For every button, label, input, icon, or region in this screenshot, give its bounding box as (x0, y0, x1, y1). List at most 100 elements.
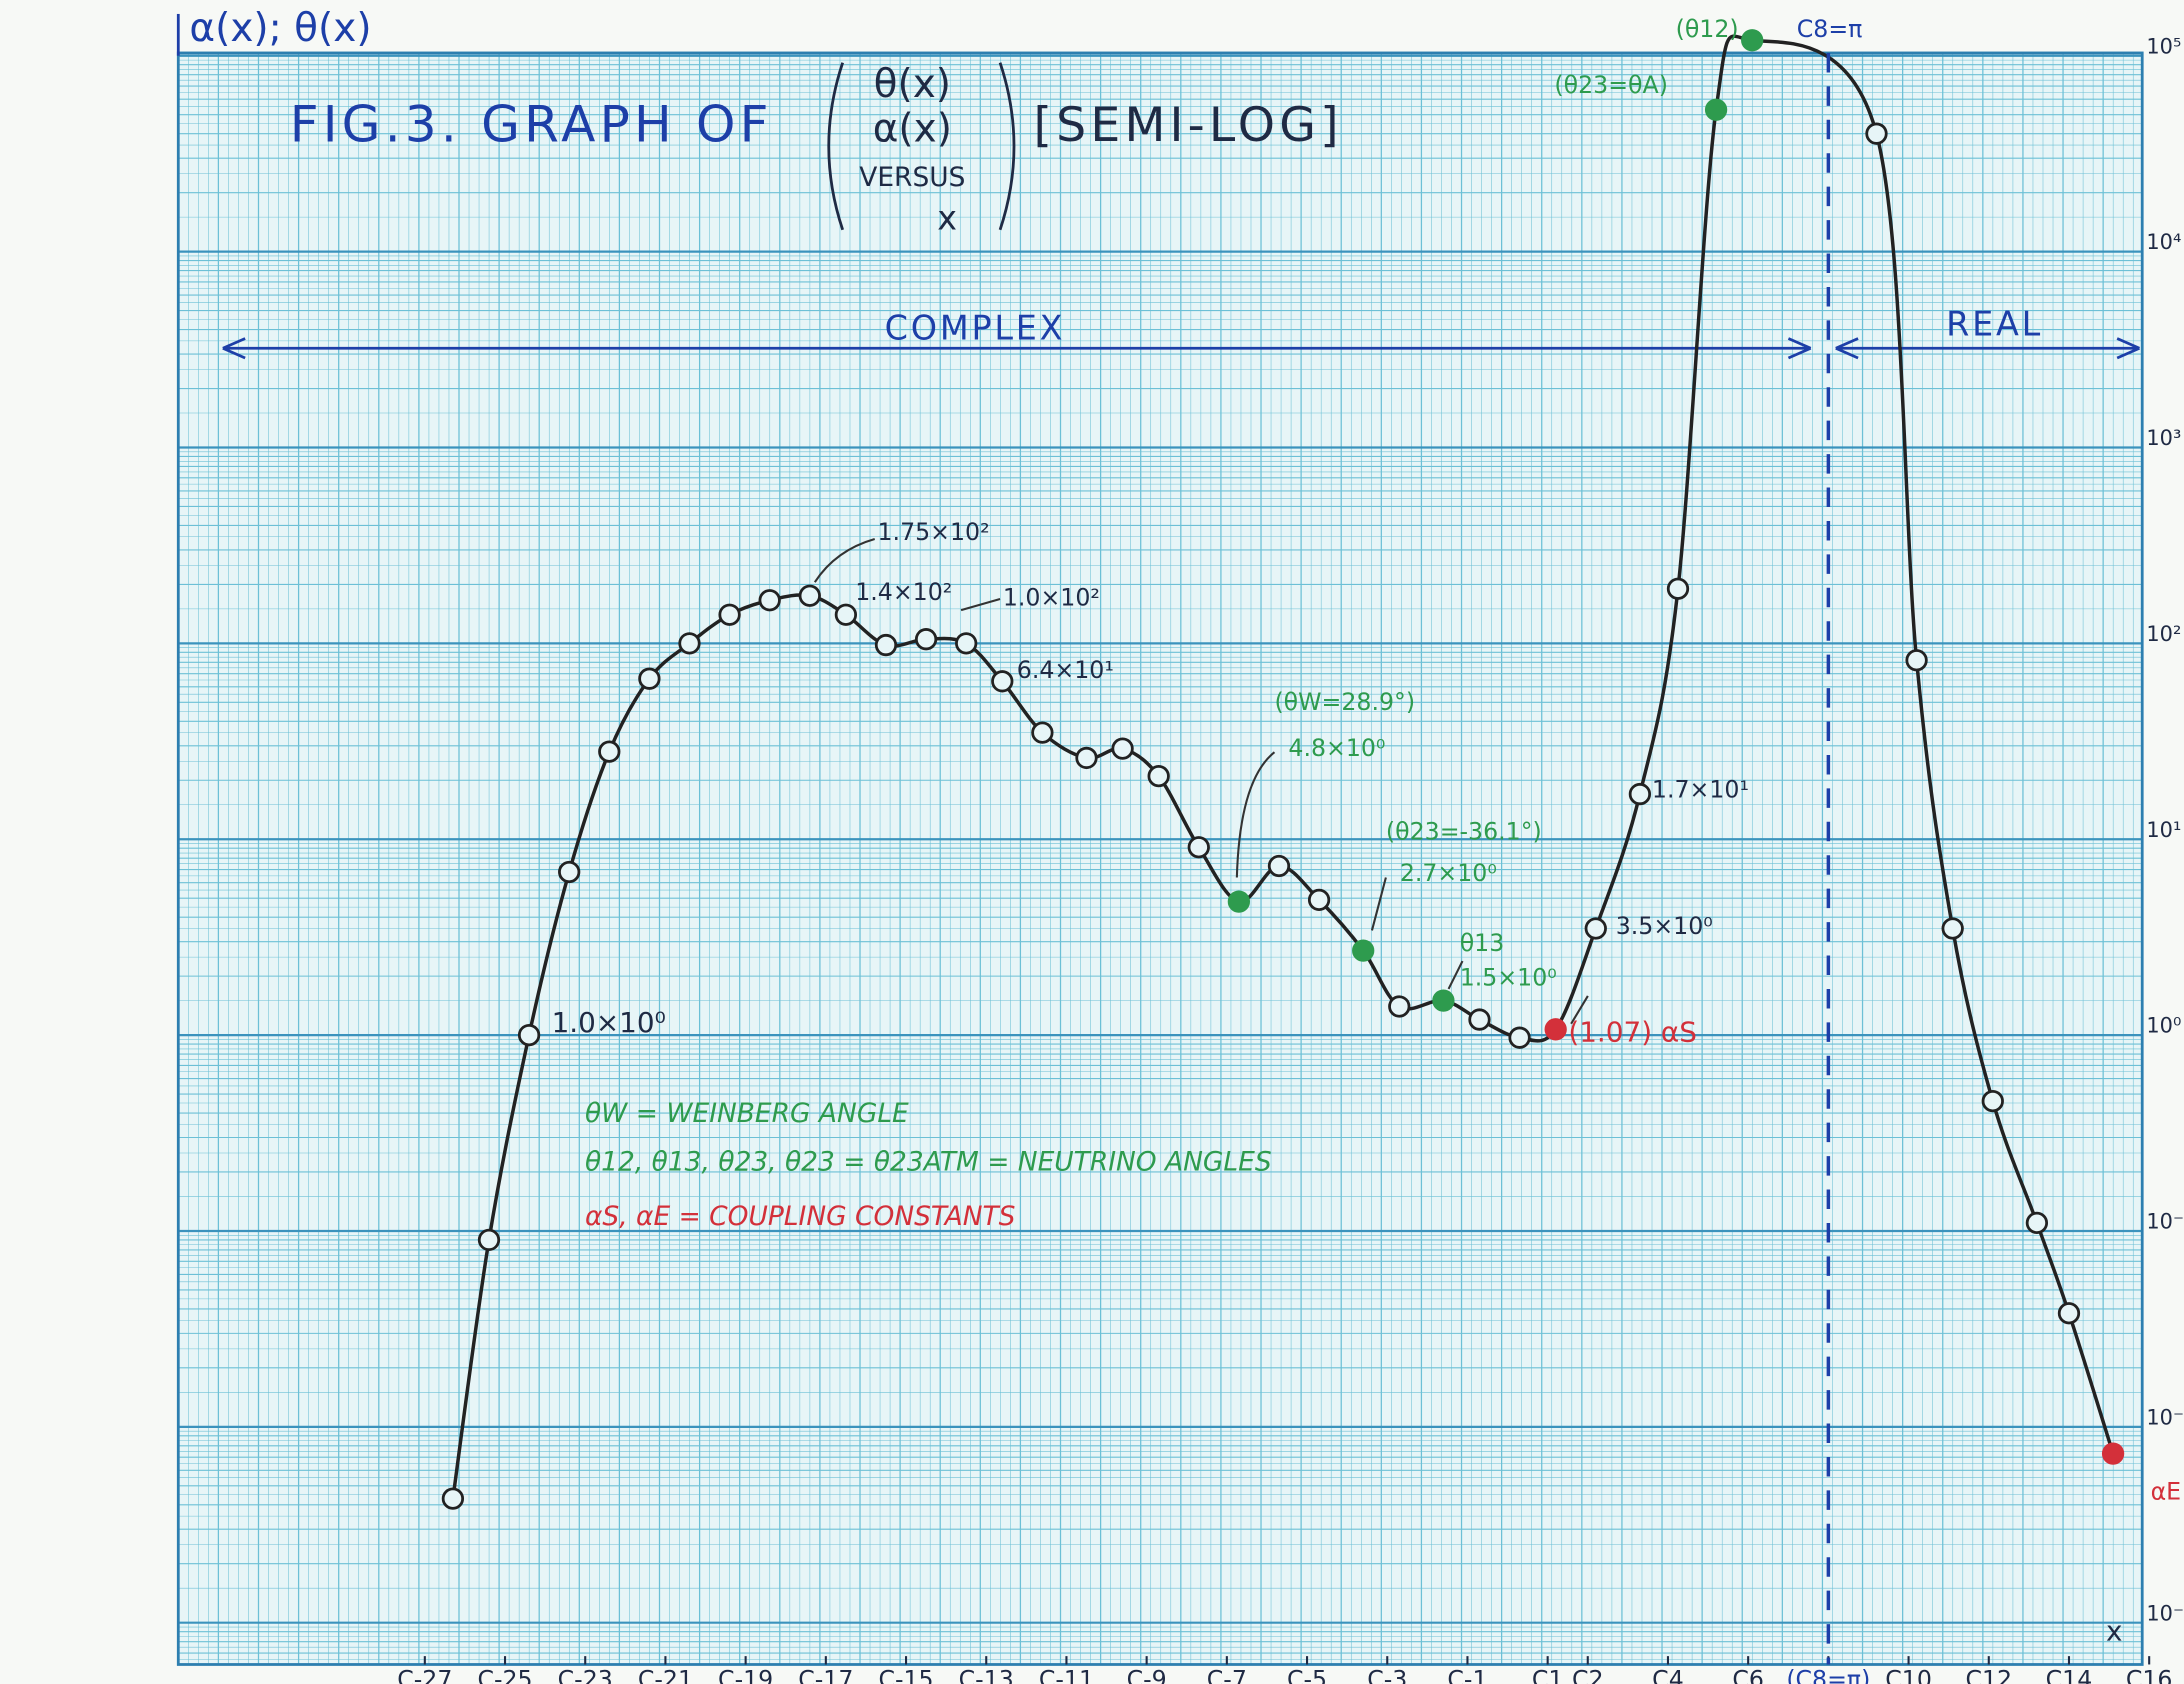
x-tick-label: C-5 (1287, 1666, 1327, 1684)
x-tick-label: C-15 (878, 1666, 933, 1684)
annotation: (θ12) (1676, 15, 1739, 43)
data-point (1031, 721, 1054, 744)
annotation: 1.4×10² (855, 578, 952, 606)
y-tick-label: 10⁴ (2146, 230, 2181, 254)
data-point (718, 603, 741, 626)
x-tick-label: C-3 (1367, 1666, 1407, 1684)
data-point (1508, 1026, 1531, 1049)
x-tick-label: C-11 (1039, 1666, 1094, 1684)
data-point (477, 1228, 501, 1252)
data-point (1075, 746, 1098, 770)
data-point (1227, 890, 1251, 913)
x-tick-label: C4 (1652, 1666, 1684, 1684)
y-tick-label: 10² (2146, 622, 2181, 646)
title-part: x (937, 199, 957, 238)
y-tick-label: 10³ (2146, 426, 2181, 450)
data-point (834, 603, 858, 626)
title-suffix: [SEMI-LOG] (1033, 98, 1342, 153)
data-point (1111, 737, 1134, 760)
x-tick-label: C-23 (558, 1666, 613, 1684)
x-tick-label: C-17 (798, 1666, 853, 1684)
x-tick-label: C12 (1965, 1666, 2012, 1684)
annotation: (θW=28.9°) (1274, 688, 1415, 716)
data-point (1981, 1089, 2004, 1113)
annotation: 1.75×10² (878, 518, 990, 546)
y-tick-label: 10¹ (2146, 818, 2181, 842)
region-label: REAL (1946, 304, 2043, 343)
y-tick-label: 10⁻¹ (2146, 1210, 2184, 1234)
x-axis-label: x (2106, 1614, 2122, 1647)
x-tick-label: C10 (1885, 1666, 1932, 1684)
note: θW = WEINBERG ANGLE (585, 1098, 909, 1129)
data-point (1584, 917, 1607, 940)
y-tick-label: 10⁵ (2146, 34, 2181, 58)
marks (441, 29, 2125, 1510)
data-point (1628, 782, 1652, 806)
data-point (991, 670, 1014, 693)
y-tick-label: 10⁰ (2146, 1014, 2181, 1038)
data-point (558, 860, 581, 884)
y-tick-label: 10⁻² (2146, 1405, 2184, 1429)
data-point (2101, 1442, 2125, 1465)
x-tick-label: C1 (1532, 1666, 1564, 1684)
data-point (955, 632, 978, 655)
data-point (441, 1487, 465, 1510)
x-tick-label: C-1 (1447, 1666, 1487, 1684)
data-point (1147, 764, 1170, 788)
data-point (1666, 577, 1690, 600)
data-point (1432, 989, 1455, 1012)
graph-paper (177, 52, 2143, 1665)
data-point (1187, 836, 1210, 859)
x-tick-label: C-7 (1207, 1666, 1247, 1684)
title-bracket (827, 62, 1016, 231)
title-part: θ(x) (874, 62, 951, 107)
note: θ12, θ13, θ23, θ23 = θ23ATM = NEUTRINO A… (585, 1147, 1272, 1178)
x-tick-label: C-27 (397, 1666, 452, 1684)
y-axis-label: α(x); θ(x) (189, 6, 371, 51)
annotation: C8=π (1797, 15, 1863, 43)
x-tick-label: C-9 (1127, 1666, 1167, 1684)
data-point (1544, 1018, 1567, 1041)
data-point (1865, 122, 1888, 145)
data-point (1468, 1008, 1491, 1031)
title-part: α(x) (873, 106, 952, 151)
data-point (874, 633, 898, 657)
x-tick-label: (C8=π) (1786, 1666, 1870, 1684)
annotation: 6.4×10¹ (1017, 656, 1114, 684)
x-tick-label: C16 (2126, 1666, 2173, 1684)
annotation: αE (2151, 1478, 2182, 1506)
annotation: (θ23=-36.1°) (1386, 817, 1542, 845)
data-point (517, 1023, 541, 1047)
data-point (2057, 1302, 2081, 1325)
complex-arrow (222, 337, 1812, 360)
y-tick-label: 10⁻³ (2146, 1601, 2184, 1625)
annotation: (θ23=θA) (1554, 71, 1668, 99)
real-arrow (1835, 337, 2140, 360)
x-tick-label: C14 (2046, 1666, 2093, 1684)
data-point (914, 628, 938, 651)
note: αS, αE = COUPLING CONSTANTS (585, 1201, 1015, 1232)
data-point (1307, 888, 1331, 912)
annotation: 3.5×10⁰ (1616, 912, 1713, 940)
x-tick-label: C-21 (638, 1666, 693, 1684)
chart-title: FIG.3. GRAPH OF (290, 95, 773, 154)
data-point (2025, 1211, 2049, 1234)
annotation: 1.0×10⁰ (552, 1006, 666, 1039)
x-tick-label: C6 (1732, 1666, 1764, 1684)
data-point (1941, 917, 1964, 940)
data-point (1741, 29, 1764, 52)
annotation: 1.5×10⁰ (1460, 964, 1557, 992)
region-label: COMPLEX (885, 309, 1066, 348)
leader-lines (813, 538, 1589, 1025)
data-point (598, 740, 621, 763)
annotation: 2.7×10⁰ (1400, 859, 1497, 887)
annotation: 1.7×10¹ (1652, 776, 1749, 804)
data-point (1352, 939, 1375, 962)
annotation: (1.07) αS (1568, 1016, 1697, 1049)
annotation: 1.0×10² (1003, 583, 1100, 611)
plot-frame (176, 51, 2144, 1666)
x-tick-label: C2 (1572, 1666, 1604, 1684)
data-point (1267, 854, 1291, 878)
